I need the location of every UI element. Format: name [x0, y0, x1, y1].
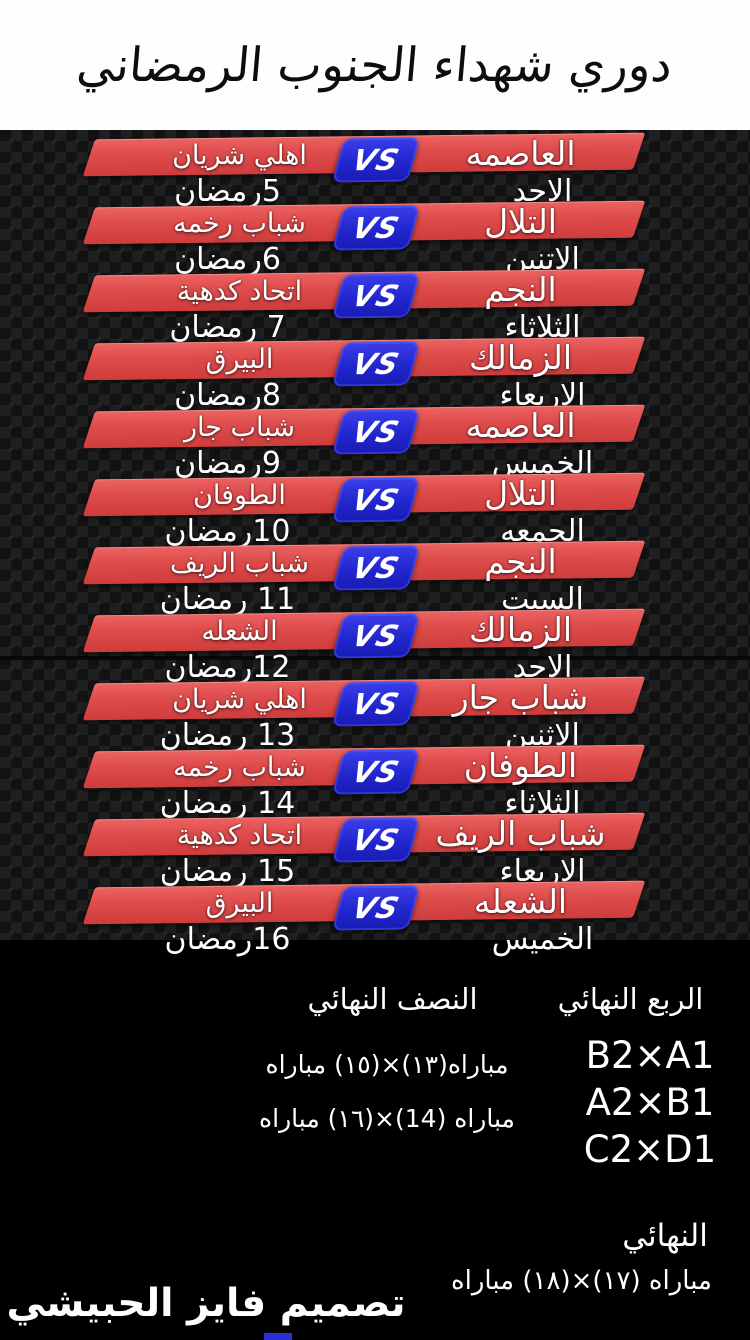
vs-label: VS	[348, 482, 404, 518]
away-team-name: اتحاد كدهية	[176, 820, 303, 851]
designer-credit: تصميم فايز الحبيشي	[6, 1281, 406, 1326]
away-team-name: اتحاد كدهية	[176, 276, 303, 307]
match-row: شباب الريف VS اتحاد كدهية الاربعاء 15 رم…	[0, 812, 750, 889]
home-team-name: العاصمه	[465, 406, 576, 445]
match-row: العاصمه VS شباب جار الخميس 9رمضان	[0, 404, 750, 481]
away-team-name: اهلي شريان	[172, 140, 307, 171]
quarter-pair: C2×D1	[583, 1128, 717, 1171]
semi-final-match-1: مباراه(١٣)×(١٥) مباراه	[265, 1050, 509, 1079]
match-ramadan-date: 10رمضان	[164, 514, 291, 549]
away-team-name: اهلي شريان	[172, 684, 307, 715]
quarter-pair: B2×A1	[585, 1034, 715, 1077]
home-team-name: النجم	[484, 542, 557, 581]
match-ramadan-date: 5رمضان	[174, 174, 281, 209]
match-row: التلال VS شباب رخمه الاتنين 6رمضان	[0, 200, 750, 277]
home-team-name: التلال	[484, 202, 557, 241]
match-ramadan-date: 12رمضان	[164, 650, 291, 685]
home-team-name: العاصمه	[465, 134, 576, 173]
away-team-name: شباب الريف	[169, 548, 310, 579]
match-day-name: الخميس	[491, 922, 594, 957]
home-team-name: الشعله	[473, 882, 568, 921]
home-team-name: شباب جار	[452, 678, 589, 717]
match-ramadan-date: 13 رمضان	[159, 718, 296, 753]
match-ramadan-date: 11 رمضان	[159, 582, 296, 617]
match-row: العاصمه VS اهلي شريان الاحد 5رمضان	[0, 132, 750, 209]
quarter-final-title: الربع النهائي	[557, 982, 704, 1016]
away-team-name: شباب جار	[184, 412, 295, 443]
match-schedule: العاصمه VS اهلي شريان الاحد 5رمضان التلا…	[0, 130, 750, 957]
match-row: الشعله VS البيرق الخميس 16رمضان	[0, 880, 750, 957]
photo-seam-divider	[0, 656, 750, 660]
match-ramadan-date: 8رمضان	[174, 378, 281, 413]
vs-label: VS	[348, 686, 404, 722]
match-row: الزمالك VS الشعله الاحد 12رمضان	[0, 608, 750, 685]
vs-label: VS	[348, 142, 404, 178]
vs-label: VS	[348, 414, 404, 450]
match-row: التلال VS الطوفان الجمعه 10رمضان	[0, 472, 750, 549]
match-row: الزمالك VS البيرق الاربعاء 8رمضان	[0, 336, 750, 413]
vs-label: VS	[348, 822, 404, 858]
vs-label: VS	[348, 754, 404, 790]
away-team-name: الشعله	[201, 616, 278, 647]
vs-label: VS	[348, 890, 404, 926]
match-ramadan-date: 15 رمضان	[159, 854, 296, 889]
home-team-name: الزمالك	[468, 610, 573, 649]
home-team-name: الطوفان	[463, 746, 578, 785]
quarter-pair: A2×B1	[585, 1081, 715, 1124]
away-team-name: البيرق	[205, 344, 274, 375]
away-team-name: الطوفان	[193, 480, 286, 511]
quarter-final-pairs: B2×A1 A2×B1 C2×D1	[563, 1032, 737, 1173]
home-team-name: شباب الريف	[435, 814, 606, 853]
match-row: شباب جار VS اهلي شريان الاثنين 13 رمضان	[0, 676, 750, 753]
cropped-blue-element	[264, 1333, 292, 1340]
vs-label: VS	[348, 346, 404, 382]
match-ramadan-date: 7 رمضان	[169, 310, 286, 345]
poster-header: دوري شهداء الجنوب الرمضاني	[0, 0, 750, 130]
semi-final-match-2: مباراه (14)×(١٦) مباراه	[259, 1104, 515, 1133]
home-team-name: التلال	[484, 474, 557, 513]
match-ramadan-date: 9رمضان	[174, 446, 281, 481]
match-row: النجم VS اتحاد كدهية الثلاثاء 7 رمضان	[0, 268, 750, 345]
vs-label: VS	[348, 550, 404, 586]
match-ramadan-date: 6رمضان	[174, 242, 281, 277]
away-team-name: البيرق	[205, 888, 274, 919]
match-row: النجم VS شباب الريف السبت 11 رمضان	[0, 540, 750, 617]
home-team-name: النجم	[484, 270, 557, 309]
match-ramadan-date: 14 رمضان	[159, 786, 296, 821]
final-match: مباراه (١٧)×(١٨) مباراه	[451, 1266, 712, 1296]
home-team-name: الزمالك	[468, 338, 573, 377]
match-ramadan-date: 16رمضان	[164, 922, 291, 957]
vs-label: VS	[348, 618, 404, 654]
final-title: النهائي	[622, 1218, 708, 1254]
away-team-name: شباب رخمه	[173, 208, 306, 239]
semi-final-title: النصف النهائي	[307, 982, 478, 1016]
away-team-name: شباب رخمه	[173, 752, 306, 783]
vs-label: VS	[348, 210, 404, 246]
tournament-title: دوري شهداء الجنوب الرمضاني	[75, 37, 675, 93]
vs-label: VS	[348, 278, 404, 314]
match-row: الطوفان VS شباب رخمه الثلاثاء 14 رمضان	[0, 744, 750, 821]
